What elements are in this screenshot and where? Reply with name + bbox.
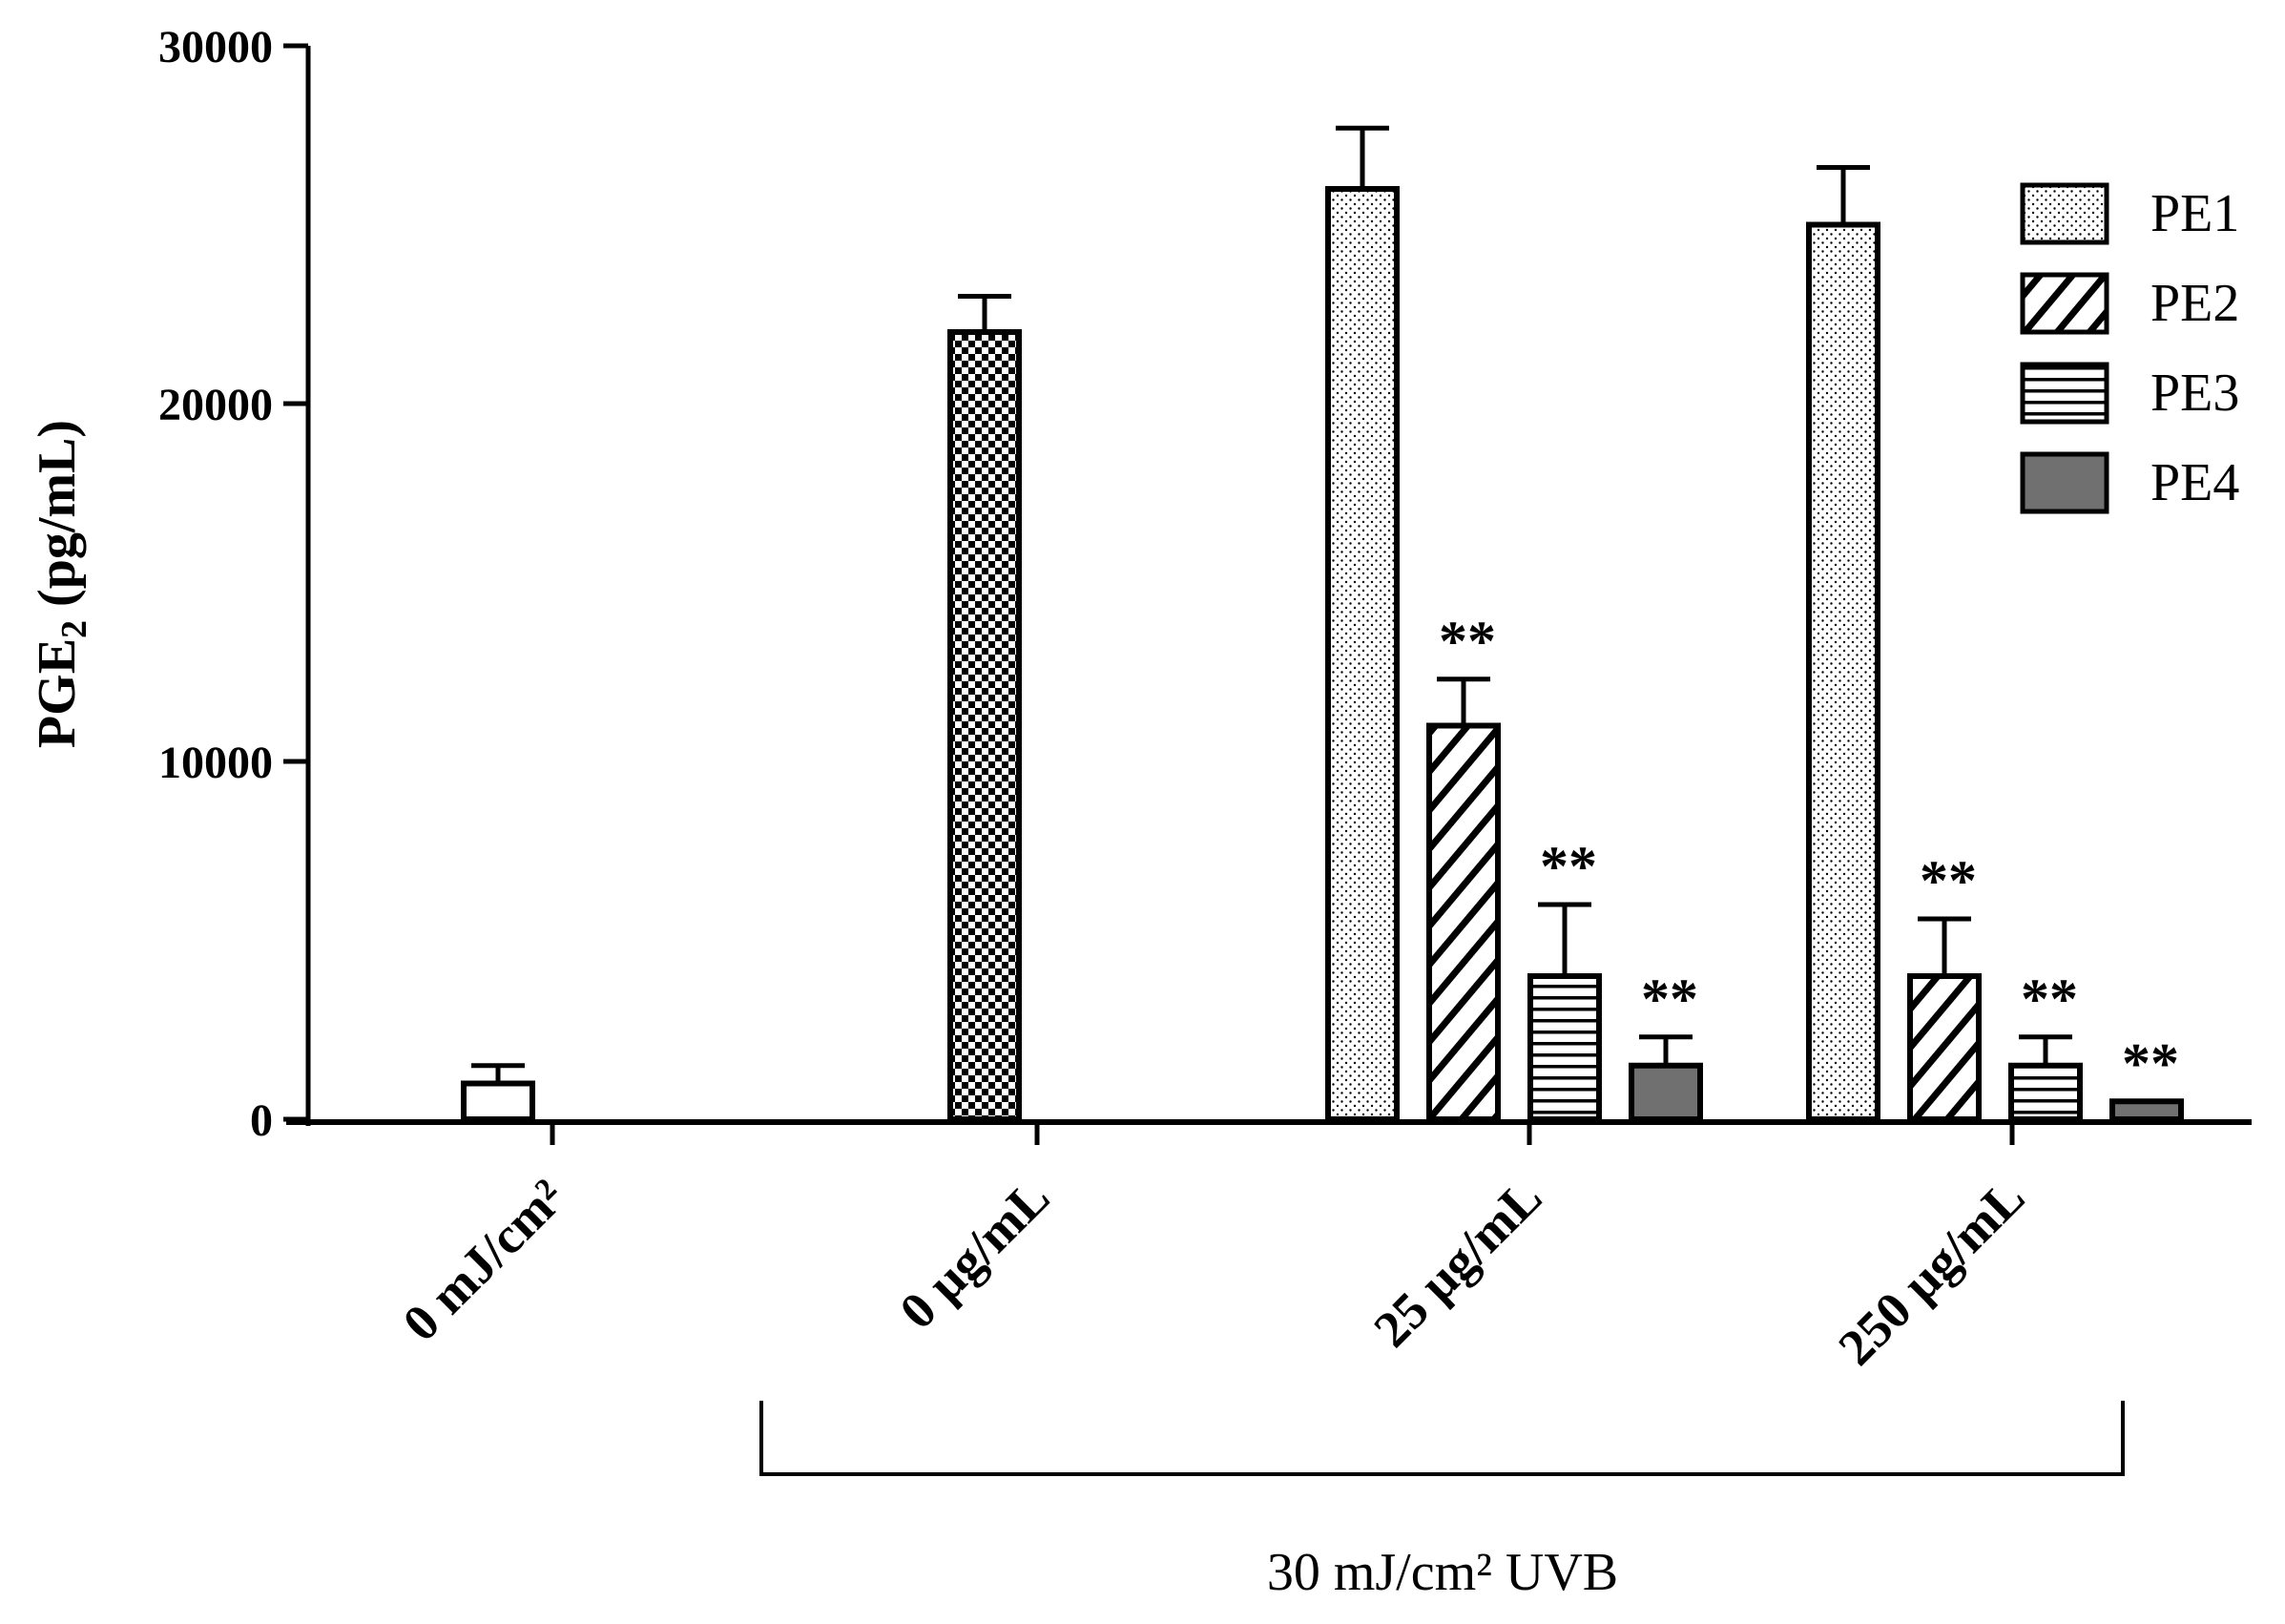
y-axis-title-unit: (pg/mL) [28, 420, 87, 620]
y-axis-title-main: PGE [28, 638, 87, 748]
legend-swatch-pe4 [2020, 451, 2109, 514]
y-ticks: 0 10000 20000 30000 [158, 22, 308, 1146]
significance-label: ** [1920, 849, 1977, 912]
x-ticks: 0 mJ/cm² 0 µg/mL 25 µg/mL 250 µg/mL [392, 1122, 2035, 1376]
significance-label: ** [1540, 835, 1597, 898]
bar-pe1 [1806, 221, 1880, 1122]
x-tick-label: 250 µg/mL [1827, 1168, 2035, 1376]
significance-label: ** [2122, 1031, 2179, 1094]
uvb-bracket [759, 1401, 2125, 1476]
x-tick-label: 25 µg/mL [1362, 1168, 1552, 1358]
legend-label-pe1: PE1 [2150, 184, 2239, 243]
y-tick-label: 20000 [158, 380, 273, 430]
legend: PE1 PE2 PE3 PE4 [2020, 182, 2239, 514]
bar-pe2 [1426, 722, 1501, 1122]
significance-label: ** [1641, 968, 1698, 1031]
legend-swatch-pe3 [2020, 362, 2109, 425]
legend-swatch-pe2 [2020, 272, 2109, 335]
legend-swatch-pe1 [2020, 182, 2109, 245]
y-axis-title-subscript: 2 [54, 620, 94, 638]
x-tick-label: 0 µg/mL [888, 1168, 1060, 1340]
y-tick-label: 30000 [158, 22, 273, 73]
bar-pe4 [2109, 1098, 2184, 1122]
uvb-bracket-label: 30 mJ/cm² UVB [1267, 1543, 1618, 1602]
bar-uvb [947, 329, 1022, 1122]
bar-pe1 [1325, 186, 1400, 1122]
legend-label-pe2: PE2 [2150, 274, 2239, 333]
y-tick-label: 10000 [158, 738, 273, 788]
legend-label-pe3: PE3 [2150, 364, 2239, 423]
y-axis-title: PGE2 (pg/mL) [28, 420, 94, 748]
y-tick-label: 0 [250, 1095, 273, 1146]
significance-label: ** [2021, 968, 2078, 1031]
bar-control [461, 1080, 535, 1122]
legend-label-pe4: PE4 [2150, 453, 2239, 512]
significance-label: ** [1439, 610, 1496, 673]
bar-pe2 [1907, 973, 1982, 1122]
bar-pe3 [2008, 1062, 2083, 1122]
x-tick-label: 0 mJ/cm² [392, 1168, 576, 1352]
bars: ** ** ** ** ** ** [461, 125, 2184, 1122]
bar-pe3 [1527, 973, 1602, 1122]
bar-pe4 [1629, 1062, 1703, 1122]
